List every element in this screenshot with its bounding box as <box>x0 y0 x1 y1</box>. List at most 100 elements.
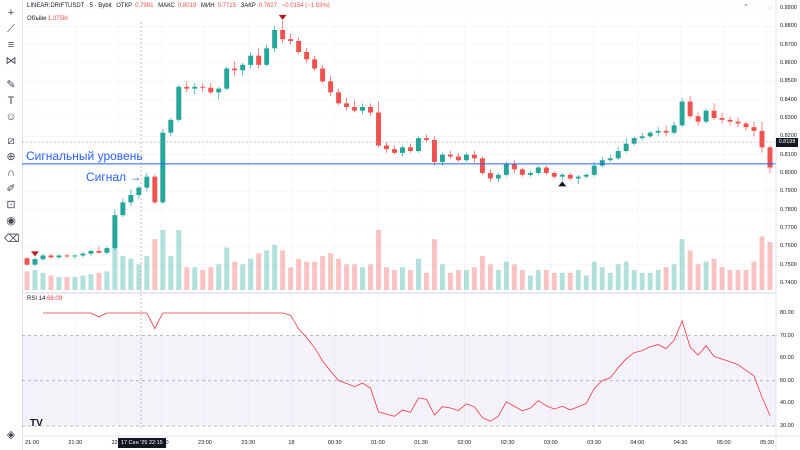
volume-bar <box>48 275 54 290</box>
volume-bar <box>439 264 445 290</box>
last-price-tag: 0.8198 <box>776 138 798 147</box>
volume-bar <box>376 230 382 290</box>
candle-body <box>423 138 429 140</box>
close-label: ЗАКР <box>240 3 256 9</box>
candle-body <box>575 176 581 179</box>
price-tick: 0.8300 <box>780 115 797 121</box>
magnet-icon[interactable]: ∩ <box>7 167 15 179</box>
candle-body <box>352 107 358 111</box>
rsi-line <box>43 312 771 422</box>
candle-body <box>144 176 150 188</box>
candle-body <box>711 110 717 118</box>
volume-bar <box>400 267 405 290</box>
volume-bar <box>256 253 262 290</box>
volume-bar <box>72 277 78 290</box>
signal-level-annotation[interactable]: Сигнальный уровень <box>26 149 143 163</box>
volume-bar <box>623 261 629 290</box>
volume-bar <box>64 277 70 290</box>
candle-body <box>719 118 725 120</box>
candle-body <box>471 154 477 159</box>
lock-draw-icon[interactable]: ✐ <box>6 183 16 195</box>
volume-bar <box>487 264 493 290</box>
pattern-icon[interactable]: ⋈ <box>5 55 17 67</box>
candle-body <box>655 130 661 133</box>
price-tick: 0.8200 <box>780 133 797 140</box>
collapse-icon[interactable]: ⌃ <box>742 3 750 12</box>
candle-body <box>192 86 198 89</box>
brush-icon[interactable]: ✎ <box>6 79 16 91</box>
candle-body <box>328 81 334 93</box>
lock-icon[interactable]: ⊡ <box>6 199 16 211</box>
symbol-name[interactable]: LINEAR:DRIFTUSDT · 5 · Bybit <box>27 3 112 9</box>
tradingview-logo[interactable]: TV <box>30 418 43 429</box>
candle-body <box>272 30 278 49</box>
candle-body <box>599 160 605 166</box>
volume-bar <box>551 272 557 290</box>
candle-body <box>128 195 134 203</box>
volume-bar <box>543 270 549 290</box>
candle-body <box>240 64 246 71</box>
symbol-legend: LINEAR:DRIFTUSDT · 5 · Bybit ОТКР 0.7981 … <box>27 3 333 9</box>
time-tick: 02:00 <box>457 440 472 446</box>
volume-bar <box>503 261 509 290</box>
candle-body <box>200 86 206 88</box>
volume-bar <box>24 271 30 290</box>
rsi-tick: 40.00 <box>780 400 794 407</box>
layers-icon[interactable]: ◈ <box>6 429 16 441</box>
candle-body <box>743 123 749 128</box>
candle-body <box>112 215 118 249</box>
volume-bar <box>607 272 613 290</box>
volume-bar <box>559 272 565 290</box>
candle-body <box>40 255 46 260</box>
volume-bar <box>32 270 38 290</box>
trendline-icon[interactable]: ⟋ <box>7 23 15 35</box>
candle-body <box>439 154 445 162</box>
time-tick: 23:00 <box>198 440 212 446</box>
volume-bar <box>423 272 429 290</box>
candle-body <box>248 55 254 65</box>
price-tick: 0.7400 <box>780 280 797 286</box>
candle-body <box>623 143 629 151</box>
volume-bar <box>144 256 150 290</box>
volume-bar <box>599 267 605 290</box>
volume-bar <box>743 270 749 290</box>
candle-body <box>168 119 174 133</box>
volume-bar <box>224 247 230 290</box>
volume-bar <box>80 275 86 290</box>
volume-bar <box>591 261 597 290</box>
candle-body <box>639 136 645 139</box>
zoom-icon[interactable]: ⊕ <box>6 151 16 163</box>
emoji-icon[interactable]: ☺ <box>5 111 17 123</box>
candle-body <box>176 86 182 120</box>
candle-body <box>408 147 413 151</box>
low-value: 0.7715 <box>217 3 236 9</box>
volume-bar <box>663 267 669 290</box>
price-tick: 0.8600 <box>780 60 797 66</box>
rsi-value: 68.09 <box>47 296 63 302</box>
crosshair-icon[interactable]: + <box>7 7 15 19</box>
volume-bar <box>463 270 469 290</box>
text-icon[interactable]: T <box>7 95 15 107</box>
time-tick: 01:30 <box>414 440 428 446</box>
ruler-icon[interactable]: ⧄ <box>7 135 15 147</box>
volume-bar <box>232 261 238 290</box>
candle-body <box>543 167 549 173</box>
rsi-tick: 80.00 <box>780 310 794 316</box>
trash-icon[interactable]: ⌫ <box>4 233 20 245</box>
volume-bar <box>631 270 637 290</box>
high-value: 0.8019 <box>177 3 197 9</box>
candle-body <box>767 147 773 168</box>
candle-body <box>703 110 709 122</box>
candle-body <box>336 92 342 104</box>
candle-body <box>687 101 693 117</box>
signal-annotation[interactable]: Сигнал → <box>86 170 142 184</box>
candle-body <box>152 176 158 203</box>
fib-icon[interactable]: ≡ <box>7 39 15 51</box>
eye-icon[interactable]: ◉ <box>6 215 16 227</box>
candle-body <box>735 121 741 124</box>
volume-bar <box>312 261 318 290</box>
settings-icon[interactable]: ◌ <box>767 3 773 12</box>
price-tick: 0.8400 <box>780 96 797 103</box>
candle-body <box>88 250 94 254</box>
